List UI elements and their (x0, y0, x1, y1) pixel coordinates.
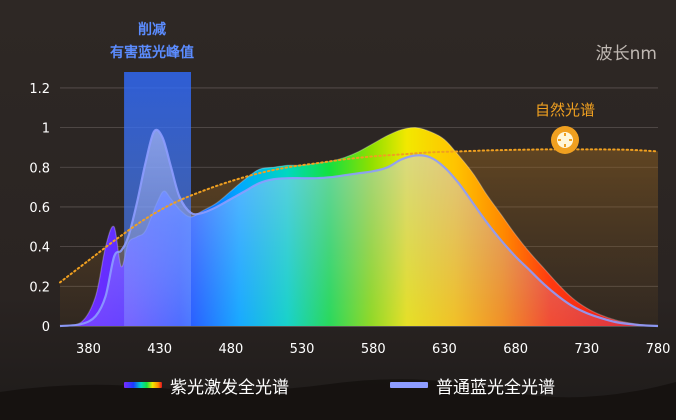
legend-swatch-violet (124, 382, 162, 388)
blue-series-line (59, 128, 659, 328)
blue-spectrum-area (59, 128, 659, 328)
legend-swatch-blue (390, 382, 428, 388)
y-tick-label-2: 0.4 (29, 241, 50, 256)
y-axis: 0 0.2 0.4 0.6 0.8 1 1.2 (29, 82, 50, 335)
legend-label-blue: 普通蓝光全光谱 (436, 378, 555, 398)
y-tick-label-0: 0 (42, 320, 50, 335)
x-tick-label-2: 480 (218, 342, 243, 357)
x-tick-label-7: 730 (574, 342, 599, 357)
y-tick-label-5: 1 (42, 122, 50, 137)
x-tick-label-5: 630 (432, 342, 457, 357)
x-tick-label-0: 380 (76, 342, 101, 357)
legend-label-violet: 紫光激发全光谱 (170, 378, 289, 398)
legend: 紫光激发全光谱 普通蓝光全光谱 (124, 378, 555, 398)
sun-icon (551, 126, 579, 154)
x-tick-label-1: 430 (147, 342, 172, 357)
y-tick-label-6: 1.2 (29, 82, 50, 97)
y-tick-label-3: 0.6 (29, 201, 50, 216)
x-tick-label-3: 530 (290, 342, 315, 357)
landscape-silhouette (0, 379, 676, 420)
wavelength-unit-label: 波长nm (596, 44, 657, 64)
y-tick-label-4: 0.8 (29, 161, 50, 176)
blue-series-fill (60, 129, 658, 326)
x-tick-label-8: 780 (646, 342, 671, 357)
blue-peak-annotation-line1: 削减 (138, 21, 166, 38)
x-axis: 380 430 480 530 580 630 680 730 780 (76, 342, 670, 357)
x-tick-label-4: 580 (361, 342, 386, 357)
blue-peak-annotation-line2: 有害蓝光峰值 (110, 44, 194, 61)
x-tick-label-6: 680 (503, 342, 528, 357)
natural-spectrum-label: 自然光谱 (535, 101, 595, 119)
y-tick-label-1: 0.2 (29, 280, 50, 295)
